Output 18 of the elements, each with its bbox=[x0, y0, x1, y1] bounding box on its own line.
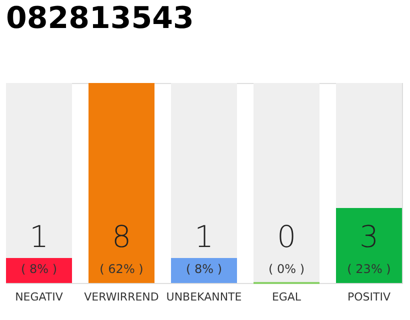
data-label: 0 bbox=[276, 220, 296, 255]
data-label: 3 bbox=[359, 220, 379, 255]
annotation: ( 8% ) bbox=[186, 262, 222, 276]
data-label: 1 bbox=[194, 220, 214, 255]
x-tick-label: EGAL bbox=[272, 290, 302, 304]
bar bbox=[171, 258, 237, 283]
chart-title: 082813543 bbox=[6, 1, 194, 36]
annotation: ( 8% ) bbox=[20, 262, 58, 276]
x-tick-label: NEGATIV bbox=[15, 290, 64, 304]
annotation: ( 0% ) bbox=[268, 262, 305, 276]
bar bbox=[6, 258, 72, 283]
x-tick-label: VERWIRREND bbox=[84, 290, 159, 304]
data-label: 8 bbox=[112, 220, 132, 255]
annotation: ( 62% ) bbox=[100, 262, 144, 276]
data-label: 1 bbox=[29, 220, 49, 255]
x-tick-label: POSITIV bbox=[347, 290, 391, 304]
x-tick-label: UNBEKANNTE bbox=[166, 290, 242, 304]
annotation: ( 23% ) bbox=[347, 262, 391, 276]
